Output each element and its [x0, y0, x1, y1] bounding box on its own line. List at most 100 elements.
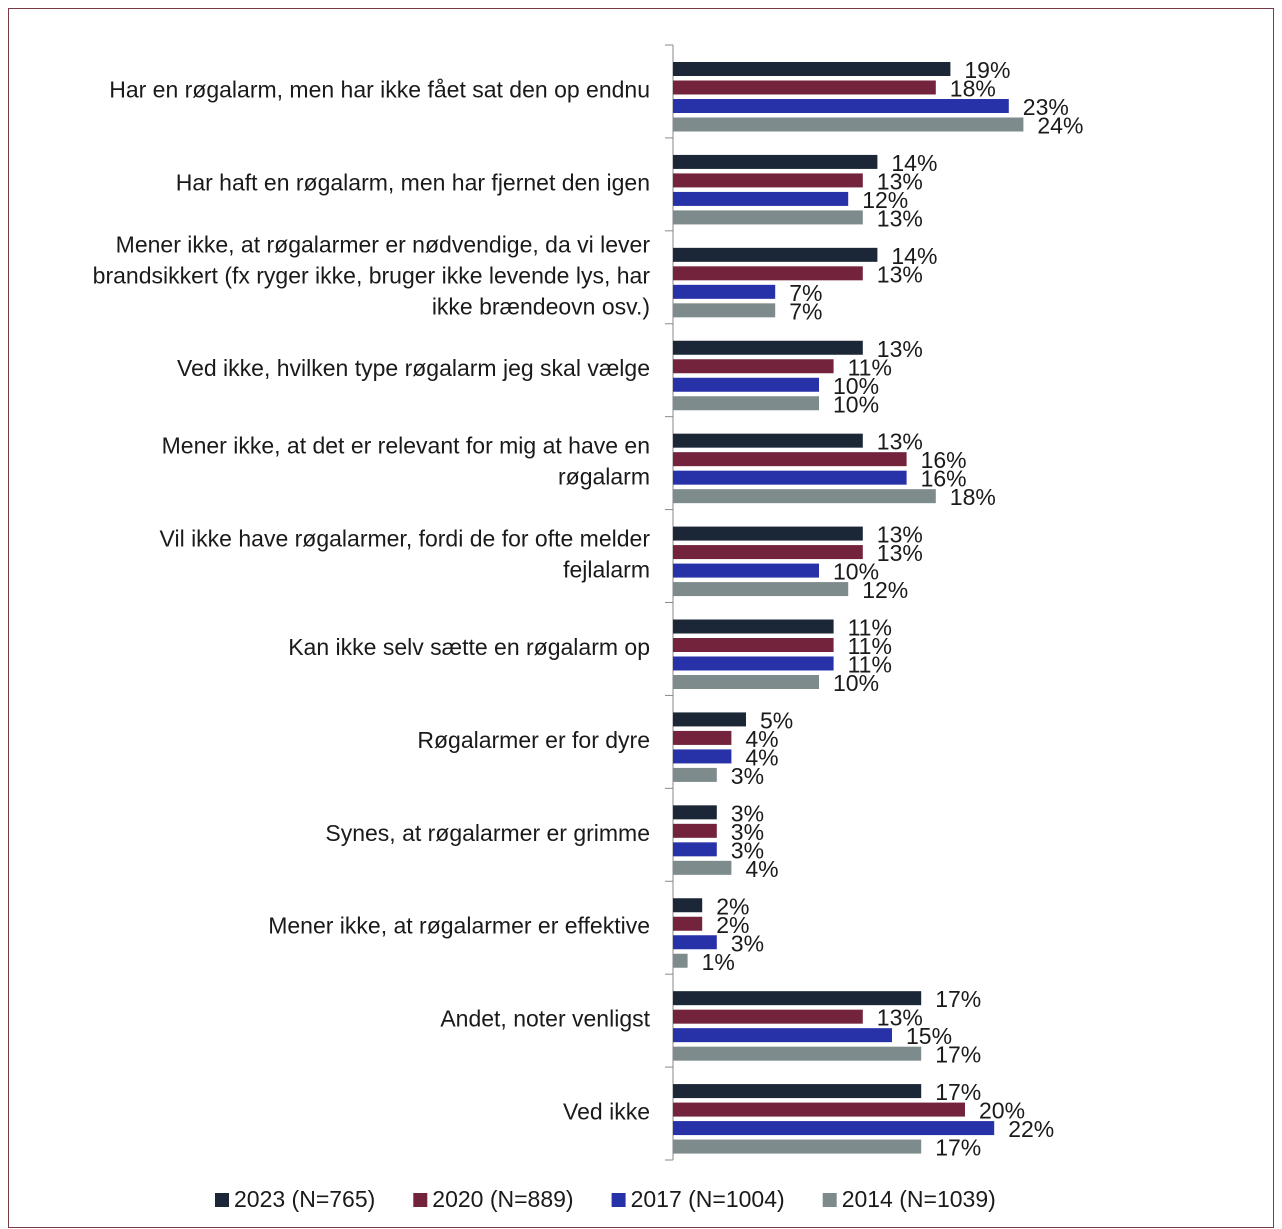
legend-label: 2017 (N=1004)	[631, 1186, 785, 1212]
bar	[673, 712, 746, 727]
data-label: 13%	[877, 261, 923, 287]
data-label: 16%	[921, 447, 967, 473]
data-label: 2%	[716, 912, 749, 938]
category-label: Ved ikke, hvilken type røgalarm jeg skal…	[177, 355, 650, 381]
bar	[673, 1139, 922, 1154]
bar	[673, 470, 907, 485]
bar	[673, 247, 878, 262]
bar	[673, 359, 834, 374]
bar	[673, 1084, 922, 1099]
bar	[673, 1121, 995, 1136]
data-label: 14%	[891, 150, 937, 176]
data-label: 3%	[731, 930, 764, 956]
data-label: 3%	[731, 763, 764, 789]
bar	[673, 266, 863, 281]
bar	[673, 991, 922, 1006]
data-label: 16%	[921, 466, 967, 492]
data-label: 18%	[950, 484, 996, 510]
data-label: 11%	[848, 615, 892, 641]
bar	[673, 173, 863, 188]
bar	[673, 526, 863, 541]
legend-swatch	[215, 1193, 229, 1207]
bar	[673, 749, 732, 764]
data-label: 13%	[877, 1005, 923, 1031]
data-label: 19%	[964, 57, 1010, 83]
bar	[673, 1102, 965, 1117]
bar	[673, 656, 834, 671]
data-label: 24%	[1037, 113, 1083, 139]
data-label: 10%	[833, 559, 879, 585]
data-label: 3%	[731, 837, 764, 863]
category-label: Har haft en røgalarm, men har fjernet de…	[176, 169, 650, 195]
data-label: 10%	[833, 373, 879, 399]
bar	[673, 340, 863, 355]
bar	[673, 433, 863, 448]
data-label: 11%	[848, 354, 892, 380]
legend-label: 2023 (N=765)	[234, 1186, 375, 1212]
data-label: 13%	[877, 540, 923, 566]
bar	[673, 303, 776, 318]
bar	[673, 842, 717, 857]
data-label: 4%	[745, 726, 778, 752]
bar	[673, 1028, 892, 1043]
bar	[673, 154, 878, 169]
data-label: 5%	[760, 707, 793, 733]
category-label: Vil ikke have røgalarmer, fordi de for o…	[160, 526, 651, 583]
bar	[673, 916, 703, 931]
legend-swatch	[822, 1193, 837, 1207]
data-label: 3%	[731, 819, 764, 845]
data-label: 17%	[935, 1135, 981, 1161]
data-label: 18%	[950, 76, 996, 102]
data-label: 17%	[935, 1042, 981, 1068]
legend-swatch	[413, 1193, 428, 1207]
data-label: 7%	[789, 280, 822, 306]
data-label: 20%	[979, 1098, 1025, 1124]
data-label: 11%	[848, 633, 892, 659]
legend-label: 2014 (N=1039)	[842, 1186, 996, 1212]
bar	[673, 860, 732, 875]
bar	[673, 489, 936, 504]
bar	[673, 377, 819, 392]
bar	[673, 805, 717, 820]
bar	[673, 563, 819, 578]
data-label: 13%	[877, 205, 923, 231]
data-label: 17%	[935, 986, 981, 1012]
data-label: 15%	[906, 1023, 952, 1049]
bar	[673, 80, 936, 95]
data-label: 11%	[848, 652, 892, 678]
bar	[673, 545, 863, 560]
category-label: Ved ikke	[563, 1099, 650, 1125]
data-label: 13%	[877, 168, 923, 194]
bar	[673, 638, 834, 652]
bar	[673, 1046, 922, 1061]
data-label: 13%	[877, 429, 923, 455]
category-label: Har en røgalarm, men har ikke fået sat d…	[109, 77, 650, 103]
legend-swatch	[611, 1193, 626, 1207]
bar	[673, 191, 849, 206]
data-label: 13%	[877, 522, 923, 548]
data-label: 3%	[731, 800, 764, 826]
bar	[673, 99, 1009, 113]
bar	[673, 117, 1024, 132]
data-label: 7%	[789, 298, 822, 324]
data-label: 4%	[745, 744, 778, 770]
bar	[673, 582, 849, 597]
bar	[673, 396, 819, 411]
data-label: 23%	[1023, 94, 1069, 120]
bar	[673, 452, 907, 467]
bar	[673, 898, 703, 913]
bar	[673, 823, 717, 838]
data-label: 14%	[891, 243, 937, 269]
category-label: Røgalarmer er for dyre	[417, 727, 650, 753]
category-label: Mener ikke, at røgalarmer er nødvendige,…	[93, 231, 651, 319]
data-label: 17%	[935, 1079, 981, 1105]
legend-label: 2020 (N=889)	[432, 1186, 573, 1212]
category-label: Synes, at røgalarmer er grimme	[325, 820, 650, 846]
data-label: 12%	[862, 187, 908, 213]
frame	[8, 8, 1274, 1228]
data-label: 10%	[833, 391, 879, 417]
bar	[673, 767, 717, 782]
bar	[673, 730, 732, 745]
bar	[673, 935, 717, 950]
